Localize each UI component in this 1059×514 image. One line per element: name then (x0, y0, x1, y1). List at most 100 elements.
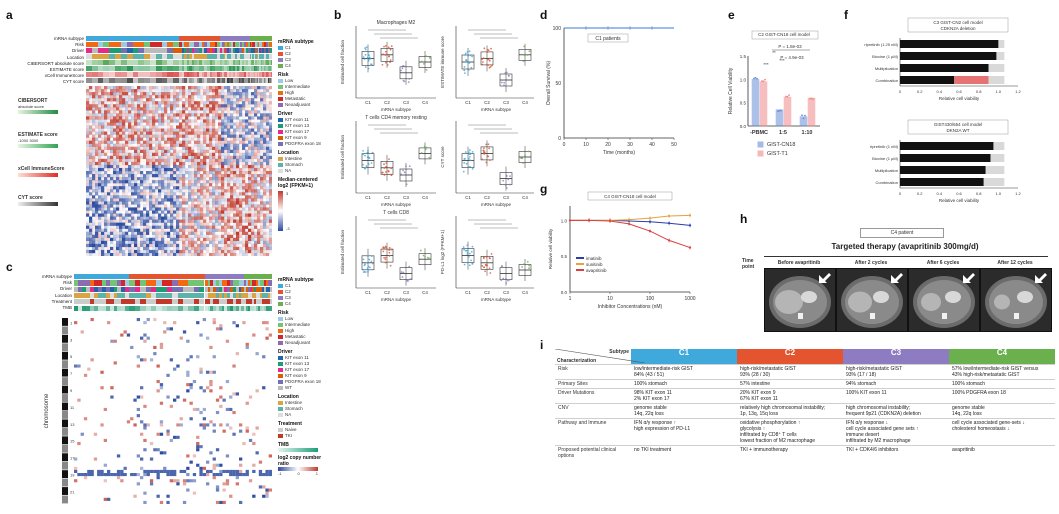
cnv-cell (229, 426, 233, 430)
track-segment (244, 286, 272, 292)
heatmap-cell (254, 155, 258, 160)
cnv-cell (156, 380, 160, 384)
data-point (367, 67, 370, 70)
heatmap-cell (143, 167, 147, 172)
heatmap-cell (221, 152, 225, 157)
heatmap-cell (155, 214, 158, 217)
cnv-cell (83, 476, 88, 480)
heatmap-cell (170, 174, 174, 178)
heatmap-cell (155, 219, 159, 223)
heatmap-cell (140, 192, 144, 196)
cnv-cell (136, 355, 140, 359)
heatmap-cell (191, 131, 195, 135)
boxplot-title: Macrophages M2 (377, 20, 416, 26)
heatmap-cell (110, 237, 114, 242)
track-segment (219, 78, 250, 83)
heatmap-cell (131, 155, 135, 160)
heatmap-cell (194, 228, 198, 232)
cnv-cell (149, 442, 154, 446)
track-segment (219, 66, 250, 71)
heatmap-cell (230, 216, 234, 220)
heatmap-cell (170, 171, 174, 175)
data-point (423, 145, 426, 148)
heatmap-cell (155, 167, 159, 172)
heatmap-cell (188, 177, 192, 181)
heatmap-cell (110, 234, 114, 238)
cnv-cell (166, 494, 170, 498)
cnv-cell (169, 438, 173, 442)
heatmap-cell (263, 98, 267, 102)
cnv-gradient (278, 467, 318, 471)
heatmap-cell (125, 92, 129, 96)
table-cell: 100% KIT exon 11 (843, 388, 949, 404)
heatmap-cell (92, 152, 96, 157)
heatmap-cell (239, 238, 242, 241)
heatmap-cell (185, 198, 189, 202)
panel-letter-d: d (540, 8, 548, 22)
heatmap-cell (167, 128, 171, 132)
subtype-header: C3 (843, 349, 949, 365)
heatmap-cell (194, 98, 198, 102)
heatmap-cell (242, 252, 246, 256)
heatmap-cell (98, 143, 102, 147)
heatmap-cell (131, 110, 135, 114)
heatmap-cell (257, 92, 261, 96)
heatmap-cell (203, 195, 207, 199)
heatmap-cell (227, 110, 231, 114)
heatmap-cell (251, 164, 255, 169)
heatmap-cell (224, 86, 228, 90)
heatmap-cell (251, 155, 255, 160)
heatmap-cell (230, 146, 234, 150)
heatmap-cell (221, 234, 225, 238)
heatmap-cell (206, 149, 210, 153)
heatmap-cell (224, 186, 228, 190)
heatmap-cell (155, 243, 159, 248)
heatmap-cell (203, 213, 207, 217)
heatmap-cell (263, 252, 267, 256)
heatmap-cell (98, 219, 102, 223)
heatmap-cell (107, 198, 110, 201)
heatmap-cell (191, 195, 195, 199)
heatmap-cell (239, 119, 243, 123)
heatmap-cell (92, 149, 96, 153)
heatmap-cell (176, 246, 180, 251)
heatmap-cell (161, 249, 165, 254)
heatmap-cell (269, 152, 272, 157)
heatmap-cell (104, 101, 108, 105)
heatmap-cell (206, 86, 210, 90)
cnv-cell (159, 469, 164, 473)
track-segment (249, 54, 272, 59)
heatmap-cell (146, 119, 150, 123)
heatmap-cell (149, 95, 153, 99)
bar (807, 97, 816, 127)
heatmap-cell (128, 210, 132, 214)
heatmap-cell (119, 234, 123, 238)
heatmap-cell (209, 89, 213, 93)
cnv-cell (153, 469, 157, 473)
heatmap-cell (179, 98, 183, 102)
cnv-cell (232, 473, 236, 477)
heatmap-cell (86, 125, 90, 129)
data-point (508, 74, 510, 77)
heatmap-cell (86, 240, 90, 245)
heatmap-cell (110, 164, 114, 169)
heatmap-cell (119, 167, 123, 172)
heatmap-cell (95, 119, 99, 123)
heatmap-cell (122, 228, 126, 232)
heatmap-cell (134, 246, 138, 251)
heatmap-cell (86, 161, 90, 166)
cnv-cell (265, 336, 269, 340)
heatmap-cell (137, 201, 141, 205)
cnv-cell (116, 473, 121, 477)
heatmap-cell (173, 192, 177, 196)
heatmap-cell (251, 167, 255, 172)
x-tick-label: 40 (649, 142, 655, 148)
cnv-cell (140, 420, 144, 424)
track-label: TMB (62, 305, 73, 311)
heatmap-cell (152, 89, 156, 93)
heatmap-cell (158, 107, 162, 111)
heatmap-cell (122, 155, 126, 160)
category-label: Combination (876, 180, 898, 185)
heatmap-cell (218, 137, 222, 141)
heatmap-cell (176, 140, 180, 144)
